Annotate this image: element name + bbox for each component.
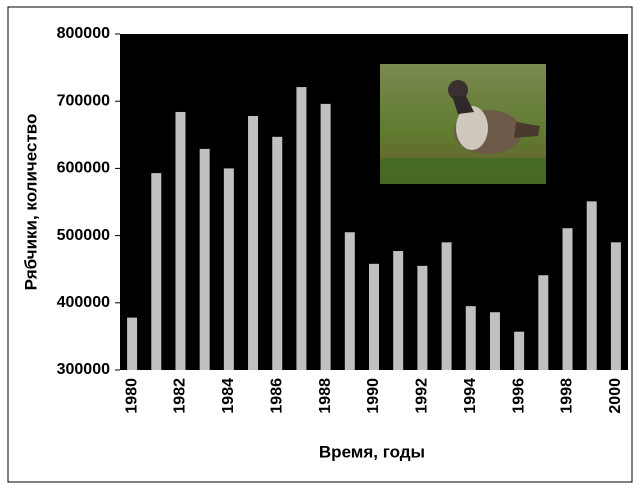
bar (417, 265, 428, 370)
bar (344, 232, 355, 370)
bar (320, 103, 331, 370)
x-tick-label: 1988 (317, 378, 334, 414)
x-tick-label: 1992 (414, 378, 431, 414)
y-tick-label: 700000 (57, 92, 110, 109)
bar (151, 173, 162, 370)
y-tick-label: 300000 (57, 361, 110, 378)
x-tick-label: 1990 (365, 378, 382, 414)
bird-neck (452, 96, 474, 114)
bird-chest (456, 106, 488, 150)
bar (296, 87, 307, 370)
x-tick-label: 1996 (510, 378, 527, 414)
bar (610, 242, 621, 370)
bar (586, 201, 597, 370)
bird-tail (514, 122, 540, 138)
bar (538, 275, 549, 370)
y-tick-label: 400000 (57, 294, 110, 311)
bar (489, 312, 500, 370)
y-tick-label: 800000 (57, 25, 110, 42)
bird-head (448, 80, 468, 100)
bar (223, 168, 234, 370)
grass (380, 158, 546, 184)
y-axis-label: Рябчики, количество (21, 114, 40, 291)
y-tick-label: 600000 (57, 160, 110, 177)
y-tick-label: 500000 (57, 227, 110, 244)
x-tick-label: 1982 (172, 378, 189, 414)
x-tick-label: 1998 (559, 378, 576, 414)
bar (562, 228, 573, 370)
x-axis-label: Время, годы (319, 442, 425, 461)
x-tick-label: 1994 (462, 378, 479, 414)
x-tick-label: 2000 (607, 378, 624, 414)
bar (514, 331, 525, 370)
x-tick-label: 1980 (123, 378, 140, 414)
bar (393, 251, 404, 370)
bar (199, 148, 210, 370)
bar (272, 136, 283, 370)
bird-photo (380, 64, 546, 184)
bar (175, 111, 186, 371)
x-tick-label: 1984 (220, 378, 237, 414)
bar (465, 306, 476, 370)
x-tick-label: 1986 (268, 378, 285, 414)
bar (127, 317, 138, 370)
bar (369, 263, 379, 370)
bar (248, 115, 259, 370)
bar (441, 242, 452, 370)
